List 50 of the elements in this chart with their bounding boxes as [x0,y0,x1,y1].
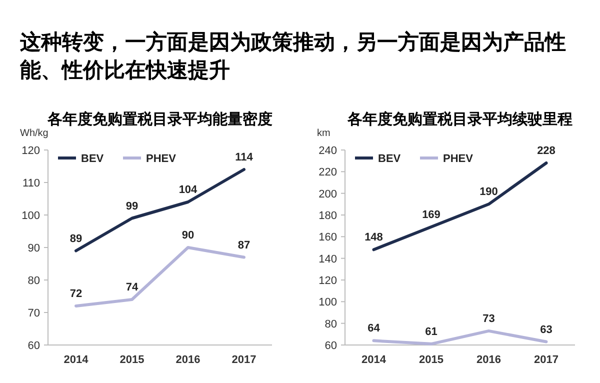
text: 这种转变，一方面是因为政策推动，另一方面是因为产品性能、性价比在快速提升 [20,29,567,84]
x-tick-label: 2017 [232,354,256,366]
y-tick-label: 100 [22,210,40,222]
data-label: 114 [235,152,254,164]
data-label: 72 [70,288,82,300]
y-tick-label: 60 [324,340,337,352]
x-tick-label: 2015 [419,354,444,366]
data-label: 64 [368,322,381,335]
y-tick-label: 160 [318,232,337,244]
y-tick-label: 140 [318,253,337,266]
chart-title: 各年度免购置税目录平均能量密度 [46,110,272,128]
y-tick-label: 60 [28,340,40,352]
x-tick-label: 2014 [362,354,387,366]
y-tick-label: 220 [318,166,337,179]
y-tick-label: 180 [318,210,337,222]
data-label: 104 [178,184,198,196]
y-axis-title: km [317,128,330,139]
data-label: 99 [126,200,138,212]
legend-label: BEV [81,153,104,165]
data-label: 228 [537,145,556,157]
y-tick-label: 240 [318,145,337,157]
legend-label: PHEV [146,153,177,165]
data-label: 87 [238,239,250,252]
x-tick-label: 2016 [476,354,501,366]
data-label: 73 [482,312,495,325]
y-tick-label: 80 [324,318,337,330]
data-label: 89 [70,232,82,245]
y-tick-label: 100 [318,296,337,309]
data-label: 148 [364,232,383,244]
legend-label: PHEV [443,153,474,165]
y-tick-label: 80 [28,275,40,287]
y-tick-label: 200 [318,188,337,200]
chart-title: 各年度免购置税目录平均续驶里程 [346,110,572,128]
y-tick-label: 110 [22,178,40,190]
y-tick-label: 70 [28,308,40,320]
x-tick-label: 2016 [176,354,200,366]
y-tick-label: 120 [318,275,337,287]
y-tick-label: 120 [22,145,40,157]
data-label: 74 [126,282,139,294]
x-tick-label: 2015 [120,354,144,366]
data-label: 190 [480,186,498,198]
y-axis-title: Wh/kg [20,128,48,139]
data-label: 90 [182,230,194,242]
data-label: 63 [540,324,552,336]
data-label: 61 [425,326,438,338]
x-tick-label: 2017 [534,354,558,366]
y-tick-label: 90 [28,242,40,254]
x-tick-label: 2014 [64,354,90,366]
data-label: 169 [422,208,440,221]
legend-label: BEV [378,153,402,165]
